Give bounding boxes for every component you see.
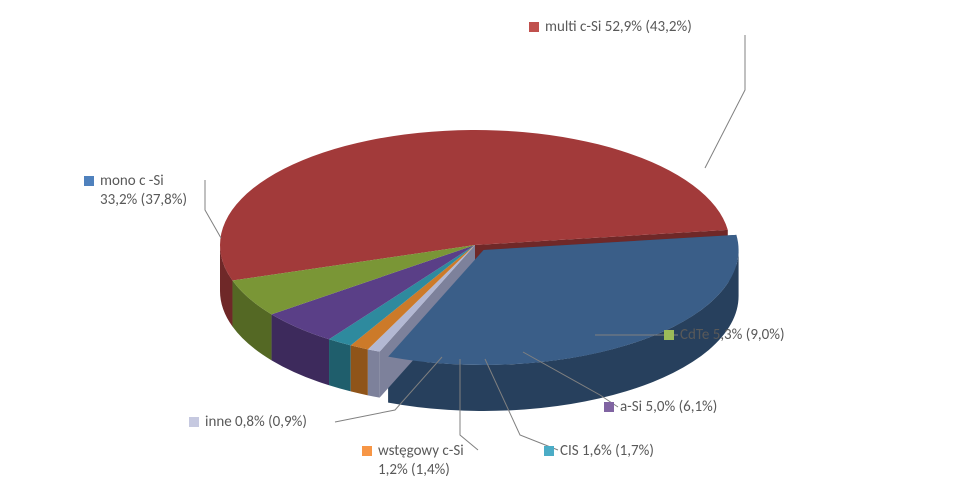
legend-marker xyxy=(664,330,674,340)
pie-slice-side xyxy=(329,339,351,391)
pie-slice-side xyxy=(351,345,368,395)
legend-marker xyxy=(362,446,372,456)
slice-label: wstęgowy c-Si 1,2% (1,4%) xyxy=(378,442,464,480)
pie-slice-side xyxy=(368,349,380,397)
slice-label: inne 0,8% (0,9%) xyxy=(205,413,307,432)
pie-chart-3d xyxy=(0,0,955,500)
leader-line xyxy=(705,35,745,168)
slice-label: multi c-Si 52,9% (43,2%) xyxy=(545,18,692,37)
slice-label: mono c -Si 33,2% (37,8%) xyxy=(100,172,187,210)
legend-marker xyxy=(529,22,539,32)
slice-label: a-Si 5,0% (6,1%) xyxy=(620,398,717,417)
legend-marker xyxy=(544,446,554,456)
slice-label: CdTe 5,3% (9,0%) xyxy=(680,326,785,345)
slice-label: CIS 1,6% (1,7%) xyxy=(560,442,654,461)
leader-line xyxy=(205,180,221,238)
legend-marker xyxy=(84,176,94,186)
legend-marker xyxy=(189,417,199,427)
legend-marker xyxy=(604,402,614,412)
